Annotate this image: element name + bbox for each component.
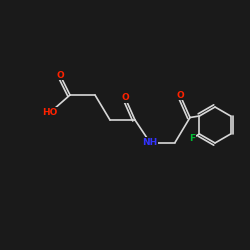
Text: O: O — [176, 90, 184, 100]
Text: F: F — [189, 134, 195, 143]
Text: O: O — [121, 93, 129, 102]
Text: NH: NH — [142, 138, 158, 147]
Text: O: O — [56, 70, 64, 80]
Text: HO: HO — [42, 108, 58, 117]
